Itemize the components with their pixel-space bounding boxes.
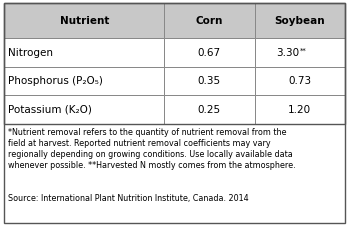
Text: 0.35: 0.35 — [198, 76, 221, 86]
Bar — [164, 67, 254, 95]
Bar — [164, 3, 254, 38]
Text: *Nutrient removal refers to the quantity of nutrient removal from the
field at h: *Nutrient removal refers to the quantity… — [8, 128, 295, 170]
Bar — [254, 3, 345, 38]
Bar — [164, 95, 254, 124]
Text: 0.73: 0.73 — [288, 76, 311, 86]
Text: Nutrient: Nutrient — [60, 16, 109, 26]
Bar — [4, 95, 164, 124]
Bar — [4, 3, 164, 38]
Text: Corn: Corn — [196, 16, 223, 26]
Text: Potassium (K₂O): Potassium (K₂O) — [8, 105, 92, 115]
Text: Phosphorus (P₂O₅): Phosphorus (P₂O₅) — [8, 76, 103, 86]
Text: Source: International Plant Nutrition Institute, Canada. 2014: Source: International Plant Nutrition In… — [8, 194, 248, 203]
Text: 0.25: 0.25 — [198, 105, 221, 115]
Text: 0.67: 0.67 — [198, 47, 221, 58]
Text: **: ** — [300, 47, 306, 54]
Bar — [254, 67, 345, 95]
Text: 1.20: 1.20 — [288, 105, 311, 115]
Bar — [4, 3, 345, 124]
Text: Nitrogen: Nitrogen — [8, 47, 53, 58]
Bar — [254, 38, 345, 67]
Bar — [164, 38, 254, 67]
Bar — [254, 95, 345, 124]
Bar — [4, 38, 164, 67]
Text: 3.30: 3.30 — [276, 47, 300, 58]
Text: Soybean: Soybean — [274, 16, 325, 26]
Bar — [4, 67, 164, 95]
